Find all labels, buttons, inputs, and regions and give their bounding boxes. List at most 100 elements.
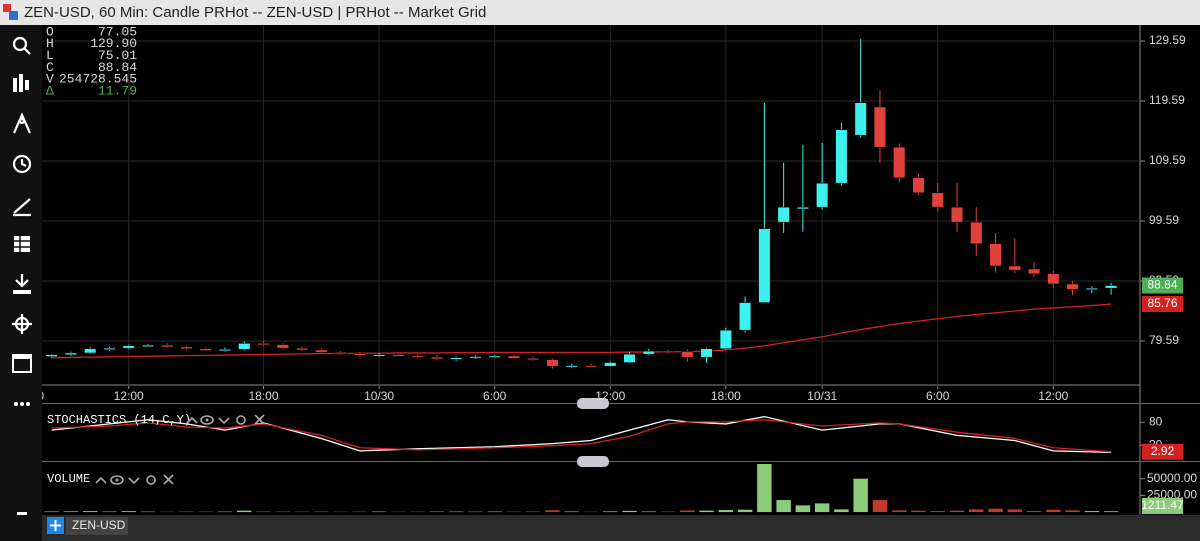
app-icon — [9, 11, 18, 20]
candle-body — [816, 182, 829, 208]
y-tick-label: 99.59 — [1149, 213, 1179, 227]
candle-body — [546, 359, 559, 367]
value-label-box — [1142, 296, 1183, 312]
volume-bar — [603, 511, 618, 513]
readout-value: 77.05 — [98, 24, 137, 39]
app-icon — [3, 4, 11, 12]
volume-bar — [680, 510, 695, 513]
candle-body — [1105, 285, 1118, 289]
candle-body — [700, 348, 713, 358]
volume-bar — [930, 511, 945, 513]
value-label-box — [1142, 277, 1183, 294]
volume-bar — [1046, 509, 1061, 513]
readout-label: V — [46, 72, 54, 87]
panel-controls[interactable] — [186, 414, 265, 425]
volume-bar — [102, 511, 117, 513]
volume-bar — [275, 511, 291, 513]
title-bar — [0, 0, 1200, 25]
volume-bar — [44, 511, 59, 513]
candle-body — [334, 352, 347, 355]
y-tick-label: 79.59 — [1149, 333, 1179, 347]
readout-value: 11.79 — [98, 83, 137, 98]
toolbar-icons[interactable] — [12, 36, 32, 528]
candle-body — [257, 343, 270, 346]
candle-body — [103, 347, 116, 350]
window-title: ZEN-USD, 60 Min: Candle PRHot -- ZEN-USD… — [24, 4, 486, 21]
indicator-line — [51, 419, 1112, 453]
panel-title: VOLUME — [47, 472, 90, 486]
candle-body — [623, 353, 636, 363]
candle-body — [604, 362, 617, 367]
volume-bar — [1026, 511, 1042, 513]
candle-body — [719, 329, 732, 350]
volume-bar — [660, 511, 676, 513]
candle-body — [893, 146, 906, 179]
volume-bar — [371, 511, 387, 513]
volume-bar — [314, 511, 329, 513]
candle-body — [854, 102, 867, 136]
price-plot — [42, 25, 1140, 385]
volume-bar — [198, 511, 213, 513]
x-tick-label: 6:00 — [926, 389, 950, 403]
candle-body — [122, 345, 135, 349]
y-tick-label: 109.59 — [1149, 153, 1186, 167]
candle-body — [64, 352, 77, 356]
volume-bar — [179, 511, 194, 513]
candle-body — [681, 351, 694, 358]
volume-bar — [525, 511, 541, 513]
volume-bar — [63, 511, 79, 513]
candle-body — [835, 129, 848, 184]
value-label: 2.92 — [1151, 444, 1175, 458]
x-tick-label: 18:00 — [249, 389, 279, 403]
candle-body — [989, 243, 1002, 267]
candle-body — [950, 206, 964, 223]
candle-body — [141, 344, 154, 347]
tab[interactable] — [66, 517, 128, 535]
value-label-box — [1142, 443, 1183, 460]
value-label: 85.76 — [1147, 296, 1177, 310]
candle-body — [739, 302, 752, 331]
candle-body — [912, 177, 925, 194]
volume-bar — [1103, 511, 1119, 513]
value-label: 1211.47 — [1141, 498, 1184, 512]
x-tick-label: 6:00 — [21, 389, 45, 403]
candle-body — [931, 192, 944, 208]
candle-body — [218, 349, 232, 352]
volume-bar — [237, 510, 252, 513]
volume-bar — [1007, 509, 1023, 513]
readout-label: L — [46, 48, 54, 63]
volume-bar — [795, 505, 811, 513]
panel-controls[interactable] — [95, 474, 174, 485]
candle-body — [565, 365, 578, 368]
volume-bar — [776, 500, 791, 513]
candle-body — [469, 356, 482, 359]
indicator-line — [51, 415, 1112, 454]
candle-body — [373, 354, 386, 357]
x-tick-label: 10/31 — [807, 389, 837, 403]
panel-title: STOCHASTICS (14,C,Y) — [47, 413, 191, 427]
candle-body — [527, 358, 540, 361]
x-tick-label: 10/30 — [364, 389, 394, 403]
volume-bar — [487, 511, 502, 513]
ohlc-readout: O 77.05 H 129.90 L 75.01 C 88.84 V 254728.545 Δ 11.… — [46, 24, 137, 98]
readout-value: 129.90 — [90, 36, 137, 51]
candle-body — [315, 349, 328, 353]
volume-bar — [699, 510, 714, 513]
volume-bar — [641, 511, 657, 513]
candle-body — [642, 350, 655, 355]
add-tab-button[interactable] — [47, 517, 64, 534]
panel-resize-handle[interactable] — [577, 398, 609, 409]
candle-body — [296, 347, 309, 351]
tab-label[interactable]: ZEN-USD — [72, 518, 126, 532]
y-tick-label: 119.59 — [1149, 93, 1185, 107]
volume-bar — [911, 510, 926, 513]
candle-body — [1028, 268, 1041, 275]
candle-body — [1008, 265, 1021, 271]
tab-bar — [0, 515, 42, 541]
readout-value: 88.84 — [98, 60, 137, 75]
candle-body — [276, 344, 289, 349]
readout-label: O — [46, 24, 54, 39]
candle-body — [1085, 287, 1098, 290]
panel-resize-handle[interactable] — [577, 456, 609, 467]
